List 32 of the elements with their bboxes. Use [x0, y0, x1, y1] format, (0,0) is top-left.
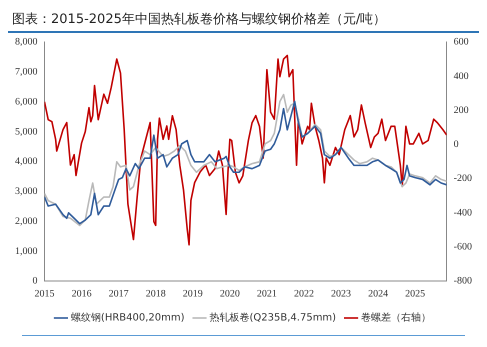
- x-tick-label: 2022: [294, 288, 314, 300]
- x-tick-label: 2015: [34, 288, 54, 300]
- legend-label: 热轧板卷(Q235B,4.75mm): [210, 312, 336, 324]
- chart-title: 图表：2015-2025年中国热轧板卷价格与螺纹钢价格差（元/吨）: [11, 11, 388, 29]
- y2-tick-label: -800: [454, 276, 472, 287]
- y2-tick-label: -400: [454, 207, 472, 218]
- y2-tick-label: -600: [454, 241, 472, 252]
- x-tick-label: 2017: [108, 288, 129, 300]
- x-tick-label: 2018: [146, 288, 166, 300]
- legend-label: 卷螺差（右轴）: [361, 312, 432, 324]
- y2-tick-label: -200: [454, 173, 472, 184]
- y-tick-label: 4,000: [15, 156, 38, 168]
- x-tick-label: 2019: [182, 288, 203, 300]
- y-tick-label: 2,000: [15, 216, 38, 227]
- y-tick-label: 7,000: [15, 66, 38, 78]
- x-tick-label: 2023: [331, 288, 352, 300]
- y2-tick-label: 600: [454, 36, 469, 48]
- x-tick-label: 2016: [72, 288, 92, 300]
- y2-tick-label: 200: [454, 104, 469, 116]
- legend-label: 螺纹钢(HRB400,20mm): [70, 312, 185, 324]
- y-tick-label: 6,000: [15, 96, 38, 108]
- y-tick-label: 1,000: [15, 246, 38, 257]
- y-tick-label: 0: [32, 276, 38, 287]
- y-tick-label: 3,000: [15, 186, 38, 197]
- x-tick-label: 2024: [368, 288, 388, 300]
- x-tick-label: 2020: [220, 288, 240, 300]
- x-tick-label: 2025: [405, 288, 426, 300]
- y2-tick-label: 400: [454, 70, 469, 82]
- y-tick-label: 5,000: [15, 126, 38, 138]
- y-tick-label: 8,000: [15, 36, 38, 48]
- y2-tick-label: 0: [454, 139, 459, 150]
- x-tick-label: 2021: [256, 288, 277, 300]
